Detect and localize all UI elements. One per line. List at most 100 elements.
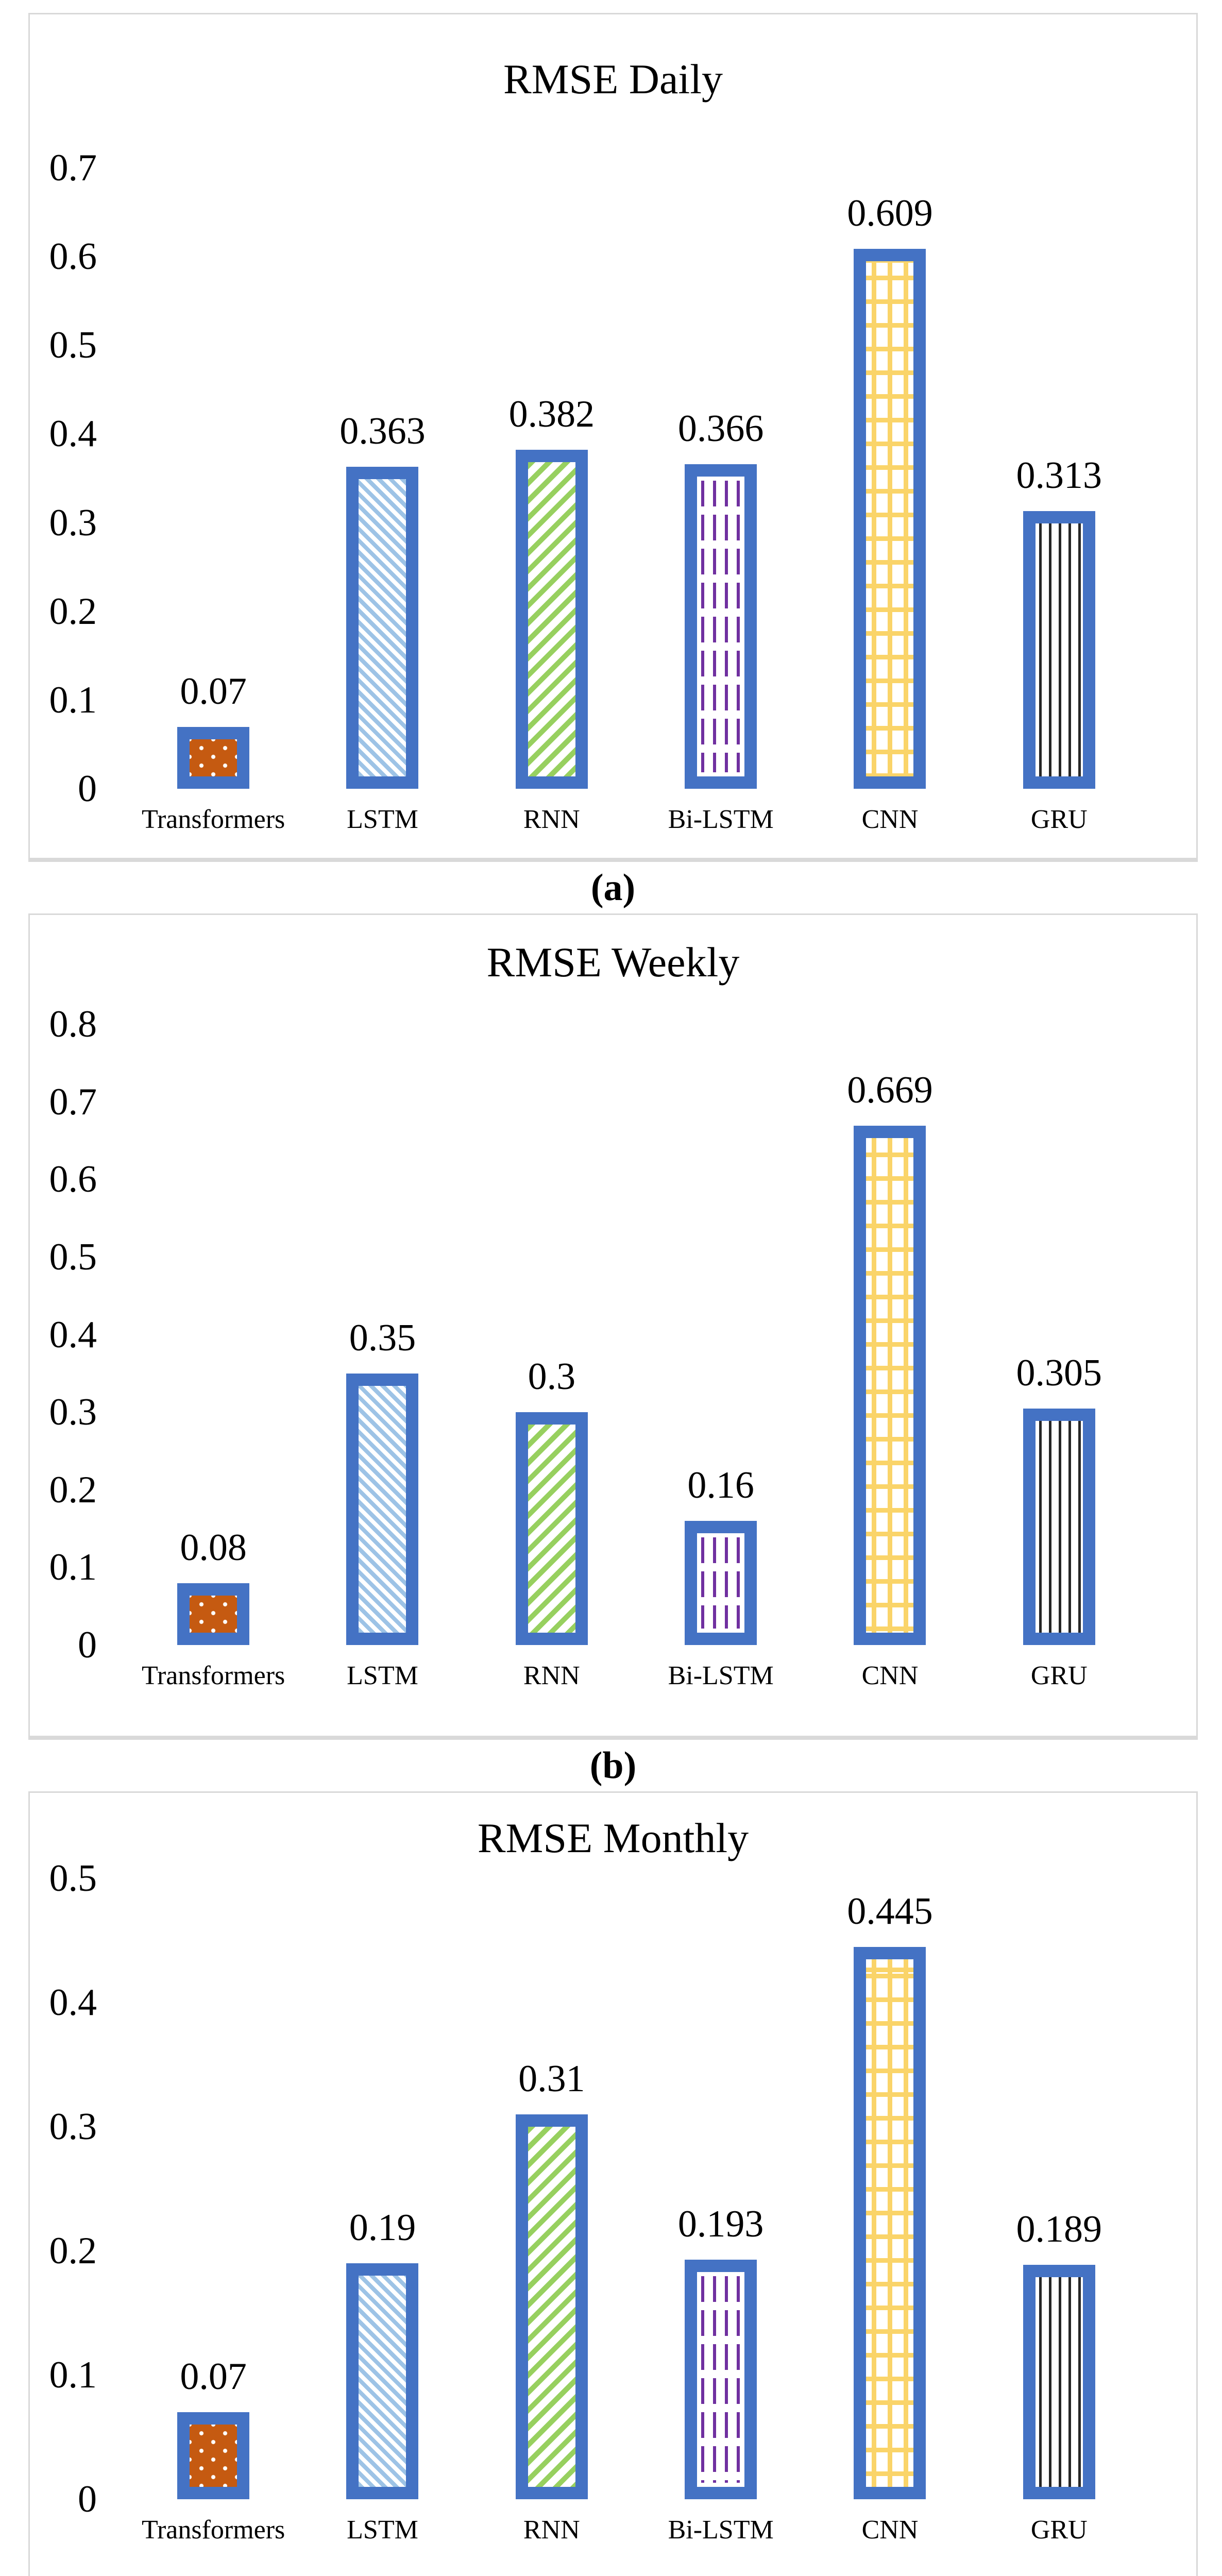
y-axis-tick-label: 0.4 <box>49 1313 97 1356</box>
x-axis-category-label: LSTM <box>347 2515 418 2545</box>
bar-slot: 0.363 <box>298 168 467 789</box>
bar-slot: 0.382 <box>467 168 636 789</box>
bar-transformers <box>177 726 250 789</box>
chart-title: RMSE Weekly <box>486 939 740 986</box>
bar-slot: 0.07 <box>129 168 298 789</box>
y-axis-tick-label: 0.5 <box>49 1235 97 1278</box>
bar-value-label: 0.35 <box>349 1316 416 1359</box>
bar-value-label: 0.313 <box>1016 454 1102 497</box>
bar-slot: 0.193 <box>636 1878 805 2499</box>
bar-cnn <box>854 1946 926 2499</box>
bar-slot: 0.16 <box>636 1024 805 1645</box>
bar-bilstm <box>685 2259 757 2499</box>
bar-slot: 0.609 <box>805 168 974 789</box>
x-axis-category-label: Bi-LSTM <box>668 2515 774 2545</box>
bar-cnn <box>854 248 926 789</box>
bars-row: 0.07 0.363 0.382 0.366 0.609 <box>129 168 1144 789</box>
y-axis-tick-label: 0.1 <box>49 2354 97 2396</box>
bar-slot: 0.669 <box>805 1024 974 1645</box>
bar-lstm <box>346 1373 419 1645</box>
x-axis-category-label: LSTM <box>347 1661 418 1690</box>
x-axis-labels: Transformers LSTM RNN Bi-LSTM CNN GRU <box>129 1660 1144 1691</box>
bar-value-label: 0.16 <box>687 1464 754 1506</box>
x-axis-category-label: Bi-LSTM <box>668 1661 774 1690</box>
bar-slot: 0.305 <box>975 1024 1144 1645</box>
x-axis-category-label: CNN <box>861 805 919 834</box>
x-axis-labels: Transformers LSTM RNN Bi-LSTM CNN GRU <box>129 2515 1144 2546</box>
x-axis-category-label: Transformers <box>142 1661 285 1690</box>
y-axis-tick-label: 0.7 <box>49 1080 97 1123</box>
chart-panel-rmse-weekly: RMSE Weekly 0 0.1 0.2 0.3 0.4 0.5 0.6 0.… <box>28 913 1198 1740</box>
y-axis-tick-label: 0.3 <box>49 1391 97 1434</box>
x-axis-category-label: Bi-LSTM <box>668 805 774 834</box>
bars-row: 0.08 0.35 0.3 0.16 0.669 <box>129 1024 1144 1645</box>
x-axis-category-label: Transformers <box>142 805 285 834</box>
chart-title: RMSE Monthly <box>477 1815 749 1861</box>
y-axis-tick-label: 0.4 <box>49 1981 97 2024</box>
x-axis-category-label: RNN <box>523 2515 580 2545</box>
bar-value-label: 0.19 <box>349 2207 416 2249</box>
x-axis-category-label: GRU <box>1030 2515 1088 2545</box>
bar-rnn <box>515 2114 588 2499</box>
bar-rnn <box>515 1412 588 1645</box>
bar-value-label: 0.31 <box>518 2057 585 2100</box>
bar-value-label: 0.445 <box>847 1890 933 1933</box>
bar-slot: 0.31 <box>467 1878 636 2499</box>
y-axis-tick-label: 0.1 <box>49 679 97 721</box>
bar-slot: 0.35 <box>298 1024 467 1645</box>
chart-panel-rmse-daily: RMSE Daily 0 0.1 0.2 0.3 0.4 0.5 0.6 0.7… <box>28 13 1198 862</box>
y-axis-tick-label: 0.3 <box>49 2106 97 2148</box>
plot-area: 0 0.1 0.2 0.3 0.4 0.5 0.6 0.7 0.8 0.08 0… <box>49 1005 1144 1664</box>
x-axis-category-label: Transformers <box>142 2515 285 2545</box>
x-axis-category-label: GRU <box>1030 1661 1088 1690</box>
bar-slot: 0.3 <box>467 1024 636 1645</box>
bar-value-label: 0.382 <box>508 393 595 436</box>
chart-panel-rmse-monthly: RMSE Monthly 0 0.1 0.2 0.3 0.4 0.5 0.07 … <box>28 1791 1198 2576</box>
bar-slot: 0.08 <box>129 1024 298 1645</box>
y-axis-tick-label: 0.1 <box>49 1546 97 1589</box>
bar-value-label: 0.07 <box>180 670 247 713</box>
bar-bilstm <box>685 1521 757 1645</box>
bar-value-label: 0.3 <box>528 1355 576 1398</box>
bar-gru <box>1023 1408 1095 1645</box>
bar-value-label: 0.669 <box>847 1069 933 1112</box>
bar-transformers <box>177 2412 250 2499</box>
bar-value-label: 0.189 <box>1016 2208 1102 2250</box>
y-axis-tick-label: 0.8 <box>49 1003 97 1045</box>
y-axis-tick-label: 0.2 <box>49 2230 97 2272</box>
bar-slot: 0.445 <box>805 1878 974 2499</box>
x-axis-category-label: LSTM <box>347 805 418 834</box>
panel-label-a: (a) <box>590 866 636 909</box>
bar-bilstm <box>685 464 757 789</box>
x-axis-category-label: CNN <box>861 1661 919 1690</box>
y-axis-tick-label: 0 <box>78 2478 97 2520</box>
bar-slot: 0.189 <box>975 1878 1144 2499</box>
y-axis-tick-label: 0.5 <box>49 324 97 367</box>
bar-slot: 0.366 <box>636 168 805 789</box>
x-axis-category-label: RNN <box>523 805 580 834</box>
bar-value-label: 0.07 <box>180 2355 247 2398</box>
x-axis-category-label: GRU <box>1030 805 1088 834</box>
bar-slot: 0.19 <box>298 1878 467 2499</box>
y-axis-tick-label: 0.6 <box>49 235 97 278</box>
y-axis-tick-label: 0.6 <box>49 1158 97 1201</box>
bar-transformers <box>177 1583 250 1645</box>
y-axis-tick-label: 0.2 <box>49 1468 97 1511</box>
bar-value-label: 0.193 <box>677 2202 764 2245</box>
bar-value-label: 0.305 <box>1016 1351 1102 1394</box>
bar-rnn <box>515 450 588 789</box>
y-axis-tick-label: 0.7 <box>49 147 97 189</box>
bar-cnn <box>854 1126 926 1645</box>
y-axis-tick-label: 0 <box>78 1624 97 1666</box>
bars-row: 0.07 0.19 0.31 0.193 0.445 <box>129 1878 1144 2499</box>
bar-lstm <box>346 467 419 789</box>
bar-value-label: 0.366 <box>677 407 764 450</box>
bar-gru <box>1023 511 1095 789</box>
bar-slot: 0.313 <box>975 168 1144 789</box>
x-axis-labels: Transformers LSTM RNN Bi-LSTM CNN GRU <box>129 804 1144 835</box>
bar-lstm <box>346 2263 419 2499</box>
x-axis-category-label: CNN <box>861 2515 919 2545</box>
bar-value-label: 0.609 <box>847 192 933 234</box>
y-axis-tick-label: 0.3 <box>49 501 97 544</box>
